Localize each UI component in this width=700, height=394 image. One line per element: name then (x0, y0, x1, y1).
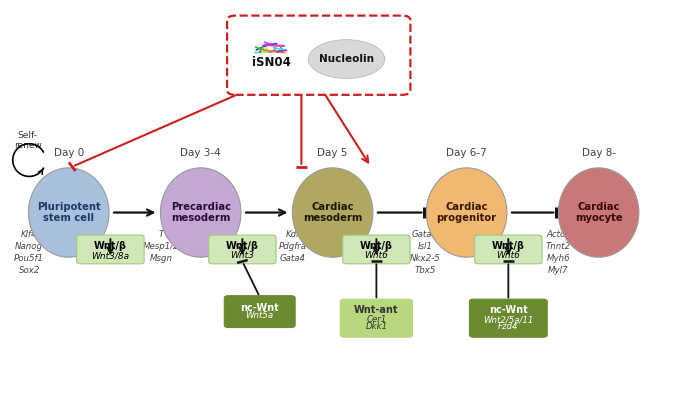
FancyBboxPatch shape (470, 299, 547, 337)
Ellipse shape (160, 168, 241, 257)
Ellipse shape (293, 168, 373, 257)
Text: Cer1: Cer1 (366, 315, 386, 324)
Ellipse shape (426, 168, 507, 257)
Text: Wnt6: Wnt6 (496, 251, 520, 260)
FancyBboxPatch shape (77, 235, 144, 264)
Text: nc-Wnt: nc-Wnt (240, 303, 279, 313)
Text: Day 5: Day 5 (318, 148, 348, 158)
Text: Cardiac
mesoderm: Cardiac mesoderm (303, 202, 363, 223)
FancyBboxPatch shape (224, 296, 295, 327)
Text: Kdr
Pdgfra
Gata4: Kdr Pdgfra Gata4 (279, 230, 307, 263)
Text: Day 8-: Day 8- (582, 148, 616, 158)
Text: Day 6-7: Day 6-7 (447, 148, 487, 158)
Text: Day 3-4: Day 3-4 (181, 148, 221, 158)
Text: Cardiac
myocyte: Cardiac myocyte (575, 202, 622, 223)
Text: Precardiac
mesoderm: Precardiac mesoderm (171, 202, 231, 223)
Ellipse shape (559, 168, 639, 257)
Text: Wnt2/5a/11: Wnt2/5a/11 (483, 315, 533, 324)
Text: Wnt5a: Wnt5a (246, 311, 274, 320)
FancyBboxPatch shape (343, 235, 410, 264)
FancyBboxPatch shape (209, 235, 276, 264)
Ellipse shape (29, 168, 109, 257)
Text: Wnt/β: Wnt/β (492, 241, 525, 251)
Text: Fzd4: Fzd4 (498, 322, 519, 331)
Text: T
Mesp1/2
Msgn: T Mesp1/2 Msgn (143, 230, 179, 263)
Text: Wnt/β: Wnt/β (226, 241, 259, 251)
Text: Cardiac
progenitor: Cardiac progenitor (437, 202, 497, 223)
Text: iSN04: iSN04 (252, 56, 291, 69)
Ellipse shape (308, 40, 385, 78)
Text: Day 0: Day 0 (54, 148, 84, 158)
Ellipse shape (341, 41, 377, 56)
Text: Self-
renew: Self- renew (14, 131, 42, 151)
Text: Actc1
Tnnt2
Myh6
Myl7: Actc1 Tnnt2 Myh6 Myl7 (546, 230, 571, 275)
Text: Wnt/β: Wnt/β (360, 241, 393, 251)
Text: nc-Wnt: nc-Wnt (489, 305, 528, 315)
Ellipse shape (310, 41, 352, 58)
Text: Wnt/β: Wnt/β (94, 241, 127, 251)
Text: Wnt3: Wnt3 (230, 251, 254, 260)
Text: Wnt6: Wnt6 (365, 251, 388, 260)
FancyBboxPatch shape (340, 299, 412, 337)
Text: Wnt-ant: Wnt-ant (354, 305, 398, 315)
Text: Dkk1: Dkk1 (365, 322, 388, 331)
Text: Wnt3/8a: Wnt3/8a (92, 251, 130, 260)
FancyBboxPatch shape (227, 16, 410, 95)
FancyBboxPatch shape (475, 235, 542, 264)
Text: Pluripotent
stem cell: Pluripotent stem cell (37, 202, 101, 223)
Ellipse shape (360, 48, 388, 62)
Text: Nucleolin: Nucleolin (319, 54, 374, 64)
Text: Klf4
Nanog
Pou5f1
Sox2: Klf4 Nanog Pou5f1 Sox2 (14, 230, 44, 275)
Text: Gata4
Isl1
Nkx2-5
Tbx5: Gata4 Isl1 Nkx2-5 Tbx5 (410, 230, 440, 275)
